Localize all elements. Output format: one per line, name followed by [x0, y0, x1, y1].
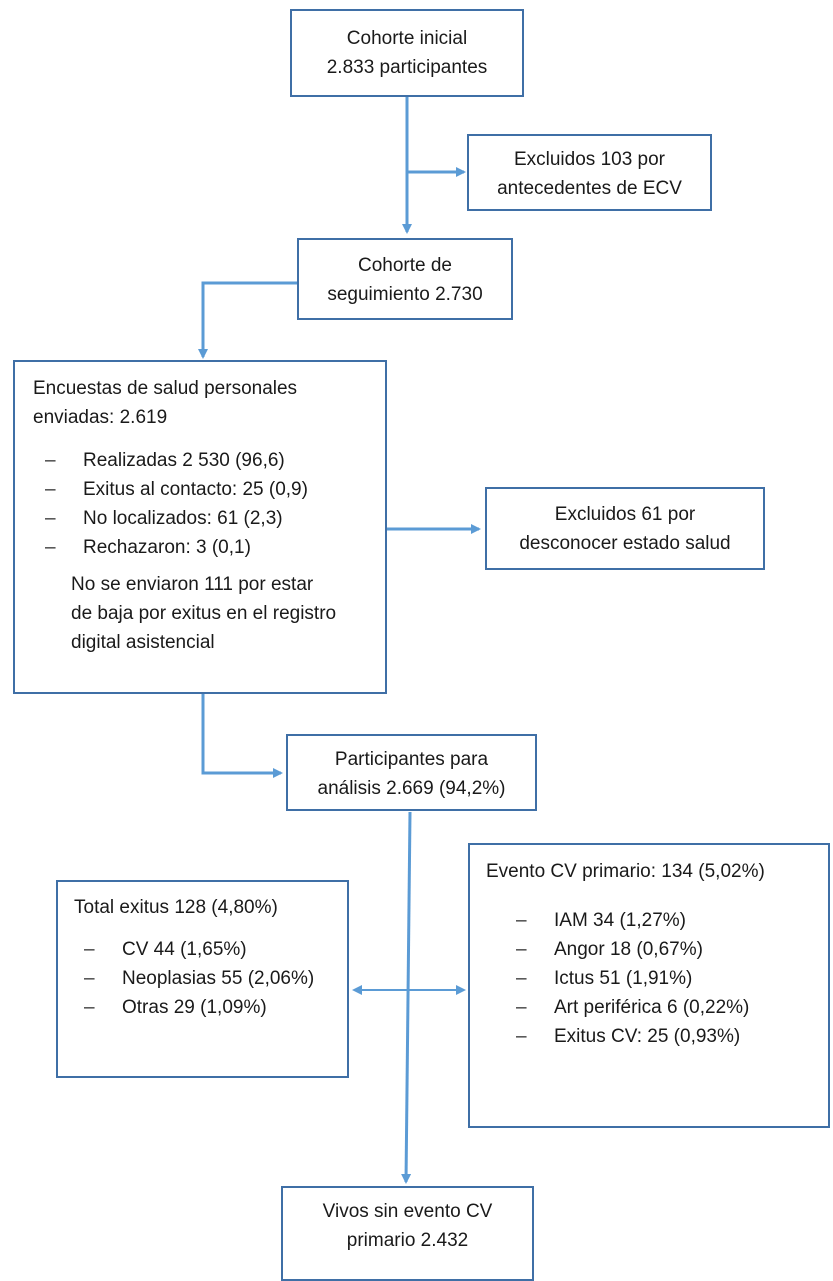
- evento-cv-item: Art periférica 6 (0,22%): [490, 993, 820, 1022]
- encuestas-list: Realizadas 2 530 (96,6) Exitus al contac…: [19, 446, 369, 562]
- total-exitus-item: CV 44 (1,65%): [58, 935, 337, 964]
- excluidos-ecv-box: Excluidos 103 por antecedentes de ECV: [467, 134, 712, 211]
- total-exitus-list: CV 44 (1,65%) Neoplasias 55 (2,06%) Otra…: [58, 935, 337, 1022]
- evento-cv-title: Evento CV primario: 134 (5,02%): [486, 861, 765, 882]
- encuestas-item: Rechazaron: 3 (0,1): [19, 533, 369, 562]
- evento-cv-item: IAM 34 (1,27%): [490, 906, 820, 935]
- excluidos-salud-line1: Excluidos 61 por: [554, 504, 696, 525]
- cohorte-seguimiento-line1: Cohorte de: [357, 255, 452, 276]
- evento-cv-item: Exitus CV: 25 (0,93%): [490, 1022, 820, 1051]
- total-exitus-item: Neoplasias 55 (2,06%): [58, 964, 337, 993]
- evento-cv-box: Evento CV primario: 134 (5,02%) IAM 34 (…: [468, 843, 830, 1128]
- encuestas-note-line3: digital asistencial: [71, 632, 215, 653]
- cohorte-inicial-box: Cohorte inicial 2.833 participantes: [290, 9, 524, 97]
- excluidos-ecv-line2: antecedentes de ECV: [497, 178, 682, 199]
- evento-cv-list: IAM 34 (1,27%) Angor 18 (0,67%) Ictus 51…: [490, 906, 820, 1051]
- encuestas-title-line2: enviadas: 2.619: [33, 407, 168, 428]
- cohorte-seguimiento-line2: seguimiento 2.730: [327, 284, 483, 305]
- participantes-line2: análisis 2.669 (94,2%): [317, 778, 506, 799]
- encuestas-note-line2: de baja por exitus en el registro: [71, 603, 337, 624]
- total-exitus-title: Total exitus 128 (4,80%): [74, 897, 278, 918]
- excluidos-salud-box: Excluidos 61 por desconocer estado salud: [485, 487, 765, 570]
- encuestas-title-line1: Encuestas de salud personales: [33, 378, 298, 399]
- vivos-line2: primario 2.432: [346, 1230, 469, 1251]
- arrow-seguimiento-to-encuestas: [198, 281, 297, 359]
- vivos-line1: Vivos sin evento CV: [322, 1201, 493, 1222]
- excluidos-salud-line2: desconocer estado salud: [519, 533, 731, 554]
- arrow-encuestas-to-participantes: [201, 694, 283, 778]
- cohorte-inicial-line1: Cohorte inicial: [346, 28, 468, 49]
- vivos-box: Vivos sin evento CV primario 2.432: [281, 1186, 534, 1281]
- participantes-line1: Participantes para: [334, 749, 489, 770]
- encuestas-note-line1: No se enviaron 111 por estar: [71, 574, 314, 595]
- encuestas-note: No se enviaron 111 por estar de baja por…: [33, 570, 369, 657]
- arrow-participantes-to-vivos: [401, 811, 412, 1184]
- excluidos-ecv-line1: Excluidos 103 por: [513, 149, 666, 170]
- cohorte-seguimiento-box: Cohorte de seguimiento 2.730: [297, 238, 513, 320]
- encuestas-item: No localizados: 61 (2,3): [19, 504, 369, 533]
- cohorte-inicial-line2: 2.833 participantes: [326, 57, 488, 78]
- encuestas-item: Realizadas 2 530 (96,6): [19, 446, 369, 475]
- encuestas-item: Exitus al contacto: 25 (0,9): [19, 475, 369, 504]
- encuestas-box: Encuestas de salud personales enviadas: …: [13, 360, 387, 694]
- evento-cv-item: Angor 18 (0,67%): [490, 935, 820, 964]
- total-exitus-item: Otras 29 (1,09%): [58, 993, 337, 1022]
- total-exitus-box: Total exitus 128 (4,80%) CV 44 (1,65%) N…: [56, 880, 349, 1078]
- participantes-box: Participantes para análisis 2.669 (94,2%…: [286, 734, 537, 811]
- evento-cv-item: Ictus 51 (1,91%): [490, 964, 820, 993]
